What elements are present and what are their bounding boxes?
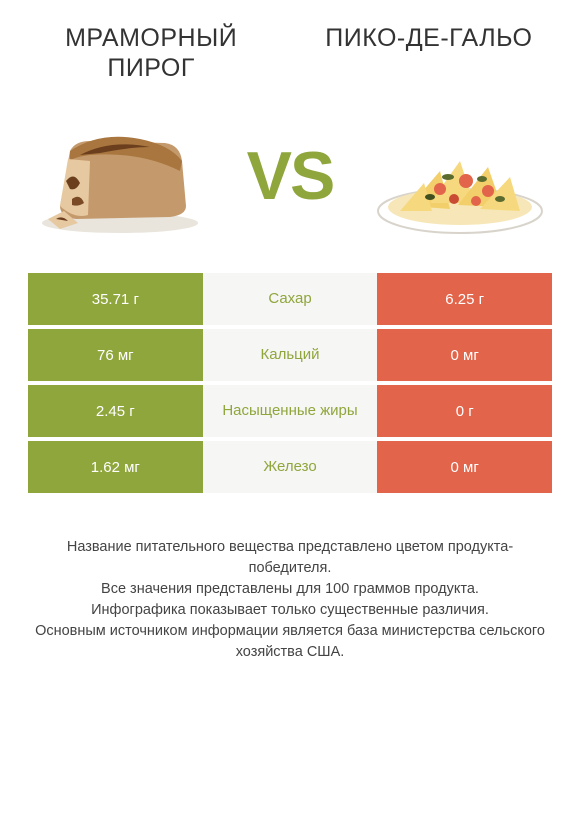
nutrition-table: 35.71 г Сахар 6.25 г 76 мг Кальций 0 мг …: [28, 273, 552, 493]
cell-left-value: 1.62 мг: [28, 441, 203, 493]
product-left-image: [30, 111, 210, 241]
cell-left-value: 2.45 г: [28, 385, 203, 437]
cell-right-value: 0 г: [377, 385, 552, 437]
titles-row: МРАМОРНЫЙ ПИРОГ ПИКО-ДЕ-ГАЛЬО: [28, 24, 552, 83]
cell-left-value: 76 мг: [28, 329, 203, 381]
product-right-image: [370, 111, 550, 241]
cell-label: Железо: [203, 441, 378, 493]
cell-right-value: 0 мг: [377, 441, 552, 493]
footer-line: Основным источником информации является …: [34, 621, 546, 663]
table-row: 35.71 г Сахар 6.25 г: [28, 273, 552, 325]
images-row: VS: [28, 111, 552, 241]
cell-label: Кальций: [203, 329, 378, 381]
vs-label: VS: [247, 137, 334, 215]
cell-right-value: 6.25 г: [377, 273, 552, 325]
cell-left-value: 35.71 г: [28, 273, 203, 325]
cell-label: Сахар: [203, 273, 378, 325]
footer-line: Инфографика показывает только существенн…: [34, 600, 546, 621]
footer-line: Все значения представлены для 100 граммо…: [34, 579, 546, 600]
footer-line: Название питательного вещества представл…: [34, 537, 546, 579]
table-row: 1.62 мг Железо 0 мг: [28, 441, 552, 493]
cell-label: Насыщенные жиры: [203, 385, 378, 437]
cell-right-value: 0 мг: [377, 329, 552, 381]
table-row: 2.45 г Насыщенные жиры 0 г: [28, 385, 552, 437]
infographic-container: МРАМОРНЫЙ ПИРОГ ПИКО-ДЕ-ГАЛЬО VS: [0, 0, 580, 814]
product-left-title: МРАМОРНЫЙ ПИРОГ: [28, 24, 274, 83]
product-right-title: ПИКО-ДЕ-ГАЛЬО: [306, 24, 552, 83]
footer-text: Название питательного вещества представл…: [28, 537, 552, 663]
table-row: 76 мг Кальций 0 мг: [28, 329, 552, 381]
